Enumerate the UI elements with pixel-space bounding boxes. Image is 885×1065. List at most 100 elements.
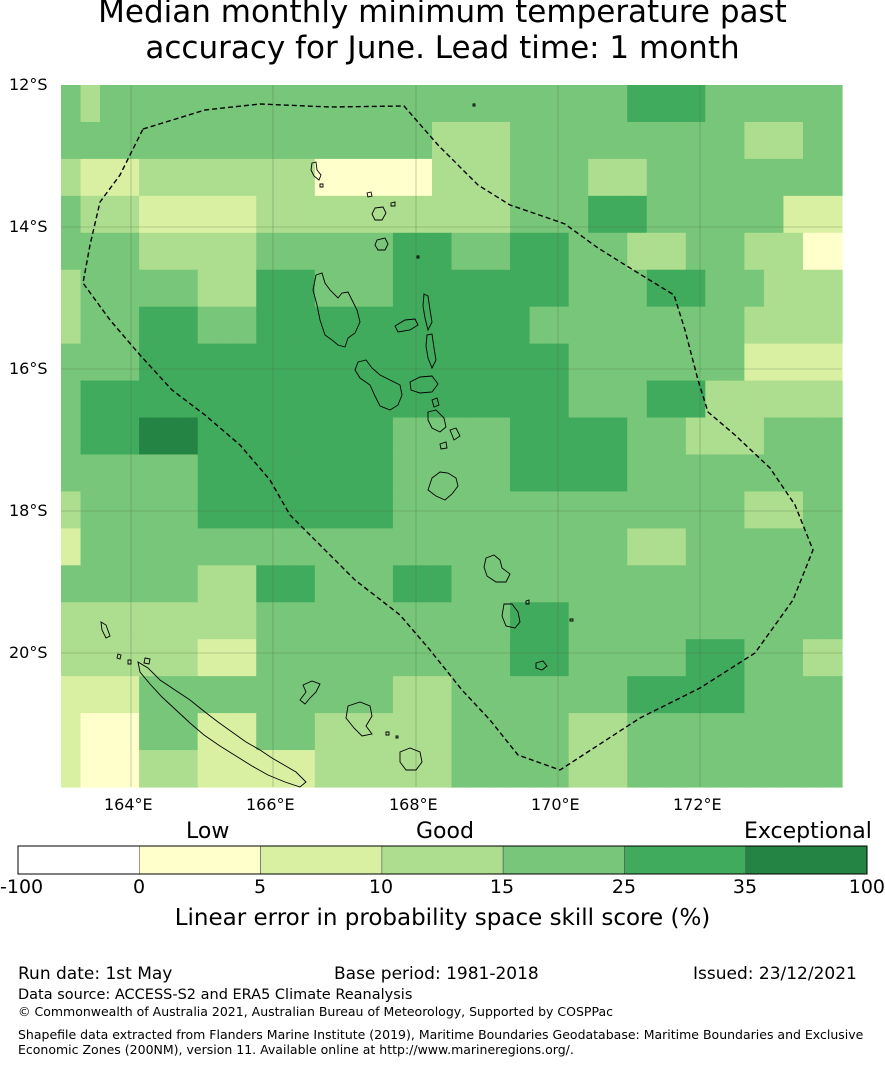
grid-cell [197, 528, 218, 566]
grid-cell [685, 232, 706, 271]
grid-cell [588, 676, 609, 714]
grid-cell [295, 269, 316, 308]
grid-cell [802, 639, 824, 677]
grid-cell [256, 306, 277, 345]
grid-cell [295, 528, 316, 566]
grid-cell [275, 417, 296, 456]
grid-cell [666, 85, 687, 123]
grid-cell [471, 491, 492, 529]
grid-cell [490, 602, 511, 640]
grid-cell [80, 602, 101, 640]
grid-cell [549, 750, 570, 788]
grid-cell [549, 417, 570, 456]
grid-cell [666, 269, 687, 308]
grid-cell [119, 380, 140, 419]
grid-cell [646, 158, 667, 197]
island-north-nc-small-2 [127, 659, 132, 665]
grid-cell [783, 491, 804, 529]
grid-cell [100, 380, 121, 419]
grid-cell [744, 676, 765, 714]
lon-label-168e: 168°E [389, 795, 438, 814]
grid-cell [451, 602, 472, 640]
grid-cell [61, 454, 82, 493]
island-ambrym [409, 375, 439, 394]
grid-cell [392, 528, 414, 566]
grid-cell [295, 158, 316, 197]
grid-cell [607, 343, 628, 382]
colorbar-tick: 100 [848, 876, 885, 898]
grid-cell [236, 85, 257, 123]
grid-cell [80, 121, 101, 160]
grid-cell [178, 232, 199, 271]
grid-cell [236, 750, 257, 788]
grid-cell [373, 306, 394, 345]
grid-cell [178, 158, 199, 197]
grid-cell [763, 491, 785, 529]
grid-cell [119, 269, 140, 308]
grid-cell [373, 491, 394, 529]
grid-cell [685, 306, 706, 345]
grid-cell [431, 676, 453, 714]
grid-cell [373, 343, 394, 382]
grid-cell [802, 158, 824, 197]
grid-cell [197, 602, 218, 640]
grid-cell [685, 491, 706, 529]
island-banks-small [390, 201, 396, 207]
grid-cell [490, 158, 511, 197]
grid-cell [431, 343, 453, 382]
grid-cell [295, 750, 316, 788]
grid-cell [178, 195, 199, 234]
grid-cell [627, 269, 648, 308]
grid-cell [295, 713, 316, 751]
grid-cell [783, 565, 804, 603]
grid-cell [568, 713, 589, 751]
grid-cell [568, 232, 589, 271]
grid-cell [802, 565, 824, 603]
island-walpole [395, 735, 399, 739]
grid-cell [158, 602, 179, 640]
grid-cell [646, 269, 667, 308]
data-source: Data source: ACCESS-S2 and ERA5 Climate … [18, 987, 413, 1003]
grid-cell [100, 158, 121, 197]
grid-cell [588, 639, 609, 677]
grid-cell [373, 713, 394, 751]
grid-cell [158, 269, 179, 308]
grid-cell [61, 269, 82, 308]
grid-cell [685, 676, 706, 714]
grid-cell [256, 195, 277, 234]
grid-cell [158, 639, 179, 677]
grid-cell [236, 343, 257, 382]
grid-cell [80, 454, 101, 493]
grid-cell [61, 491, 82, 529]
grid-cell [490, 713, 511, 751]
grid-cell [256, 269, 277, 308]
grid-cell [61, 713, 82, 751]
grid-cell [451, 750, 472, 788]
grid-cell [802, 380, 824, 419]
grid-cell [822, 454, 843, 493]
grid-cell [510, 232, 531, 271]
grid-cell [588, 306, 609, 345]
grid-cell [100, 232, 121, 271]
grid-cell [607, 195, 628, 234]
grid-cell [763, 639, 785, 677]
grid-cell [217, 602, 238, 640]
grid-cell [724, 380, 745, 419]
grid-cell [822, 713, 843, 751]
grid-cell [217, 565, 238, 603]
grid-cell [666, 417, 687, 456]
grid-cell [373, 85, 394, 123]
grid-cell [568, 454, 589, 493]
grid-cell [646, 85, 667, 123]
grid-cell [588, 750, 609, 788]
grid-cell [724, 232, 745, 271]
grid-cell [627, 380, 648, 419]
grid-cell [685, 639, 706, 677]
grid-cell [392, 232, 414, 271]
grid-cell [822, 158, 843, 197]
grid-cell [705, 269, 726, 308]
grid-cell [490, 676, 511, 714]
grid-cell [510, 158, 531, 197]
grid-cell [783, 195, 804, 234]
grid-cell [139, 121, 160, 160]
